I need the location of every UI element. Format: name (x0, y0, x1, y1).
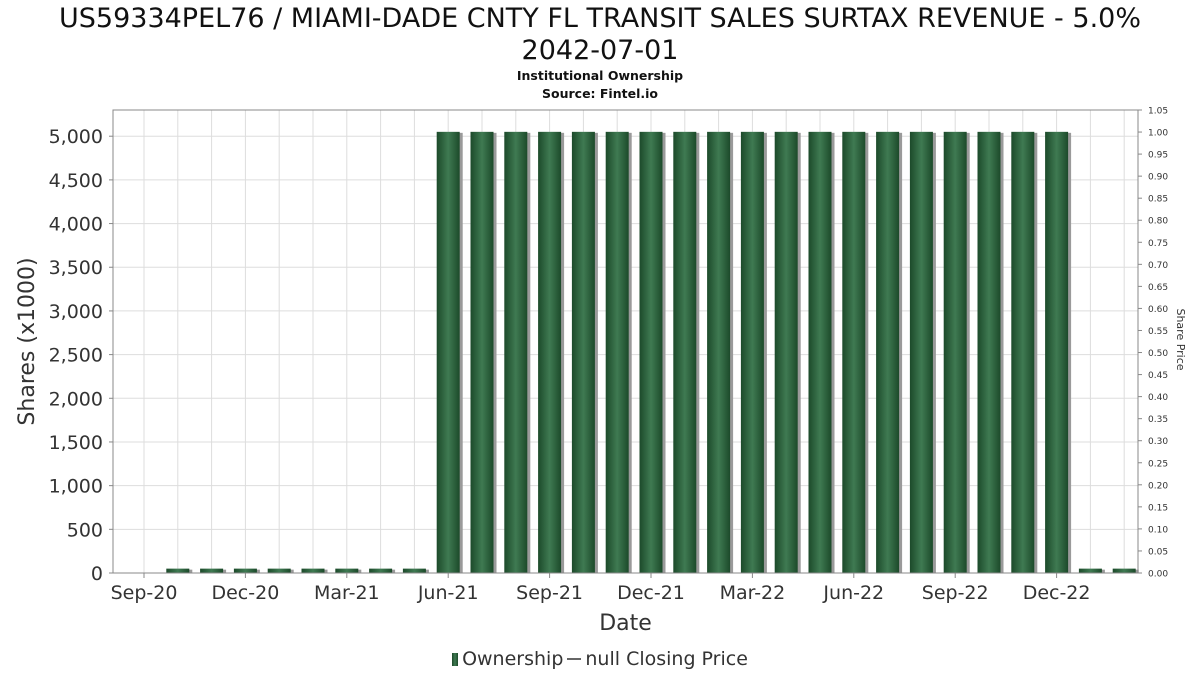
ownership-bar (707, 131, 731, 573)
y2-tick-label: 0.85 (1148, 195, 1168, 205)
y2-tick-label: 0.25 (1148, 459, 1168, 469)
y-tick-label: 3,000 (49, 301, 103, 323)
y2-axis-title: Share Price (1174, 308, 1187, 370)
ownership-bar (301, 568, 325, 573)
y-tick-label: 1,000 (49, 476, 103, 498)
ownership-bar (335, 568, 359, 573)
x-tick-label: Jun-21 (417, 582, 479, 604)
x-tick-label: Sep-22 (922, 582, 989, 604)
ownership-bar (402, 568, 426, 573)
chart-source: Source: Fintel.io (542, 86, 658, 101)
y2-tick-label: 0.10 (1148, 525, 1168, 535)
y2-tick-label: 0.90 (1148, 173, 1168, 183)
ownership-bar (639, 131, 663, 573)
y2-tick-label: 0.80 (1148, 217, 1168, 227)
ownership-bar (605, 131, 629, 573)
x-tick-label: Jun-22 (822, 582, 884, 604)
y2-tick-label: 0.20 (1148, 481, 1168, 491)
x-tick-label: Dec-22 (1023, 582, 1091, 604)
y-tick-label: 500 (67, 519, 103, 541)
x-tick-label: Mar-21 (314, 582, 380, 604)
legend-ownership-label: Ownership (462, 648, 564, 670)
y2-tick-label: 0.55 (1148, 327, 1168, 337)
y-tick-label: 0 (91, 563, 103, 585)
y2-tick-label: 0.95 (1148, 151, 1168, 161)
x-tick-label: Dec-21 (617, 582, 685, 604)
ownership-bar (774, 131, 798, 573)
y2-tick-label: 0.70 (1148, 261, 1168, 271)
y2-tick-label: 0.15 (1148, 503, 1168, 513)
price-legend-line (567, 658, 582, 660)
x-tick-label: Sep-21 (516, 582, 583, 604)
y-tick-label: 5,000 (49, 126, 103, 148)
legend-price-label: null Closing Price (585, 648, 748, 670)
y-tick-label: 4,500 (49, 170, 103, 192)
ownership-bar (909, 131, 933, 573)
x-tick-label: Sep-20 (111, 582, 178, 604)
x-tick-label: Dec-20 (211, 582, 279, 604)
y2-tick-label: 0.40 (1148, 393, 1168, 403)
ownership-bar (673, 131, 697, 573)
ownership-bar (1078, 568, 1102, 573)
y2-tick-label: 0.50 (1148, 349, 1168, 359)
ownership-bar (876, 131, 900, 573)
y2-tick-label: 1.00 (1148, 129, 1168, 139)
ownership-bar (1045, 131, 1069, 573)
y-tick-label: 3,500 (49, 257, 103, 279)
ownership-bar (977, 131, 1001, 573)
y-tick-label: 1,500 (49, 432, 103, 454)
y2-tick-label: 0.65 (1148, 283, 1168, 293)
y2-tick-label: 0.30 (1148, 437, 1168, 447)
ownership-bar (369, 568, 393, 573)
ownership-bar (504, 131, 528, 573)
ownership-bar (571, 131, 595, 573)
ownership-bar (943, 131, 967, 573)
y2-tick-label: 0.35 (1148, 415, 1168, 425)
y2-tick-label: 0.45 (1148, 371, 1168, 381)
y2-tick-label: 0.75 (1148, 239, 1168, 249)
x-tick-label: Mar-22 (720, 582, 786, 604)
ownership-bar (740, 131, 764, 573)
ownership-bar (1011, 131, 1035, 573)
y2-tick-label: 0.00 (1148, 570, 1168, 580)
x-axis-title: Date (599, 611, 652, 636)
chart-title-line1: US59334PEL76 / MIAMI-DADE CNTY FL TRANSI… (59, 3, 1141, 34)
y-tick-label: 2,500 (49, 345, 103, 367)
ownership-bar (200, 568, 224, 573)
y-tick-label: 2,000 (49, 388, 103, 410)
ownership-bar (808, 131, 832, 573)
chart-subtitle: Institutional Ownership (516, 68, 684, 83)
ownership-bar (233, 568, 257, 573)
plot-frame (112, 109, 1139, 574)
y-tick-label: 4,000 (49, 214, 103, 236)
ownership-bar (166, 568, 190, 573)
ownership-bar (842, 131, 866, 573)
chart-legend: Ownership null Closing Price (0, 648, 1200, 670)
ownership-bar (470, 131, 494, 573)
y-axis-title: Shares (x1000) (15, 257, 40, 425)
y2-tick-label: 0.05 (1148, 547, 1168, 557)
ownership-bar (538, 131, 562, 573)
ownership-bar (436, 131, 460, 573)
y2-tick-label: 0.60 (1148, 305, 1168, 315)
y2-tick-label: 1.05 (1148, 107, 1168, 117)
ownership-bar (1112, 568, 1136, 573)
ownership-bar (267, 568, 291, 573)
chart-title-line2: 2042-07-01 (521, 35, 679, 66)
ownership-legend-swatch (452, 653, 459, 666)
